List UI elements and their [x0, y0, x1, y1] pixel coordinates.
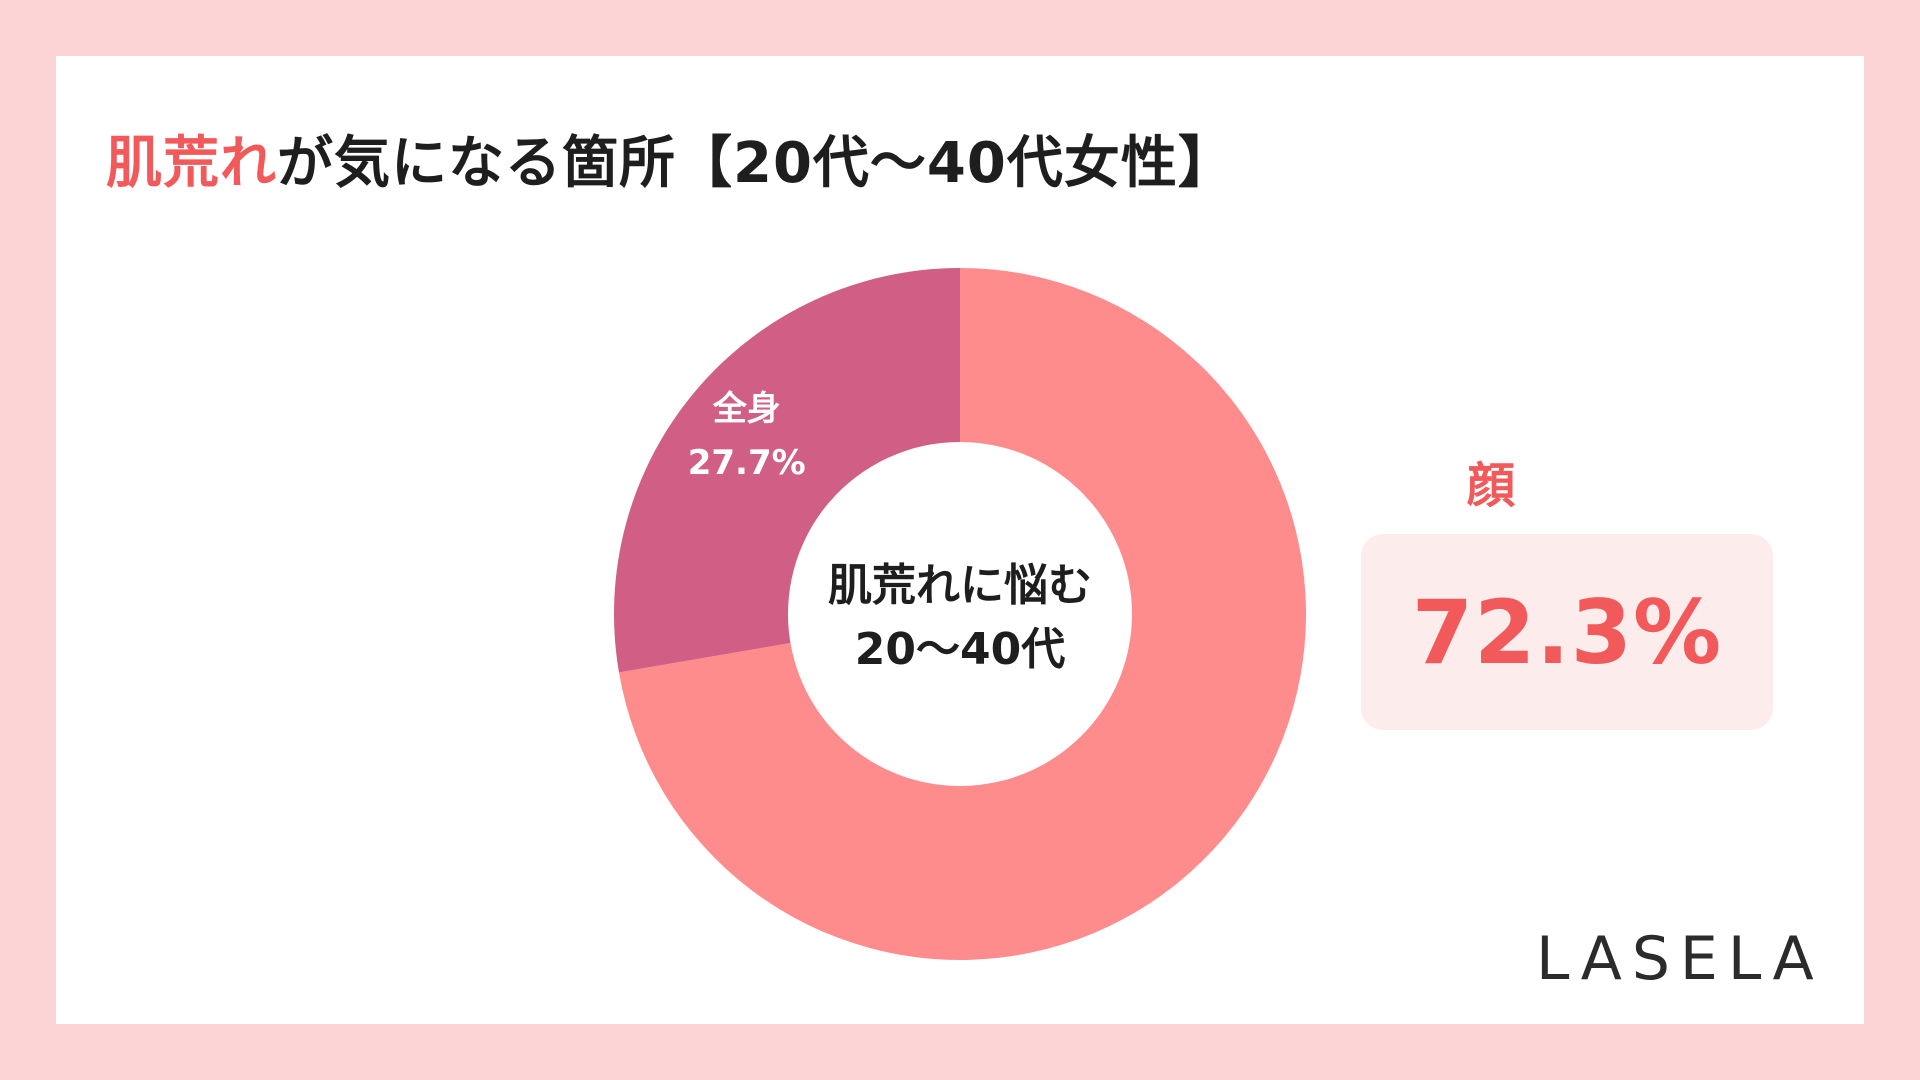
- center-label-line2: 20～40代: [855, 624, 1065, 675]
- chart-card: 肌荒れが気になる箇所【20代～40代女性】 全身 27.7% 肌荒れに悩む 20～…: [56, 56, 1864, 1024]
- slice-category-label: 全身: [712, 389, 781, 429]
- callout-value: 72.3%: [1411, 580, 1723, 684]
- donut-slice-2: [614, 268, 960, 673]
- callout-category: 顔: [1466, 458, 1515, 514]
- brand-logo: LASELA: [1536, 924, 1824, 994]
- center-label-line1: 肌荒れに悩む: [828, 560, 1092, 611]
- donut-slices: [614, 268, 1306, 960]
- donut-chart: 全身 27.7% 肌荒れに悩む 20～40代: [614, 268, 1306, 960]
- donut-slice-1: [618, 268, 1306, 960]
- title-accent: 肌荒れ: [106, 131, 277, 196]
- slice-labels: 全身 27.7%: [688, 389, 806, 483]
- title-rest: が気になる箇所【20代～40代女性】: [277, 131, 1235, 196]
- callout-box: 72.3%: [1361, 534, 1773, 730]
- slice-value-label: 27.7%: [688, 443, 806, 483]
- chart-title: 肌荒れが気になる箇所【20代～40代女性】: [106, 118, 1235, 199]
